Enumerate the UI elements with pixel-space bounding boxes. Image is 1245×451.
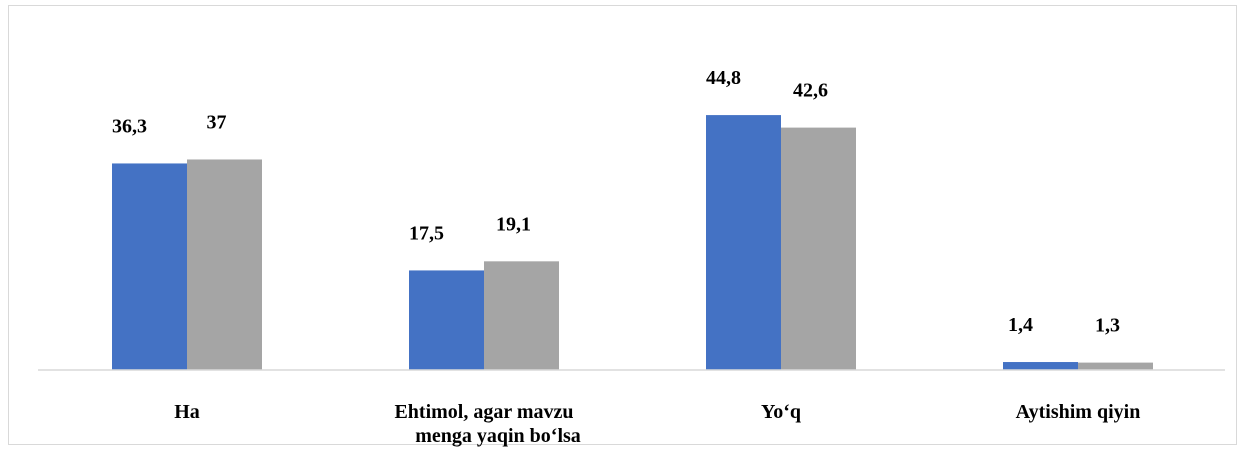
bar-2-0	[706, 115, 781, 370]
bar-3-0	[1003, 362, 1078, 370]
category-label-3: Aytishim qiyin	[1016, 401, 1141, 423]
category-label-line-0-0: Ha	[174, 401, 200, 423]
category-labels-layer: Ha Ehtimol, agar mavzu menga yaqin bo‘lsa Y…	[174, 401, 1140, 447]
value-label-2-0: 44,8	[706, 67, 741, 89]
category-label-line-1-0: Ehtimol, agar mavzu	[394, 401, 573, 423]
value-label-1-1: 19,1	[496, 213, 531, 235]
value-label-0-0: 36,3	[112, 115, 147, 137]
bar-0-0	[112, 163, 187, 370]
value-label-3-0: 1,4	[1008, 314, 1033, 336]
value-label-1-0: 17,5	[409, 222, 444, 244]
bar-1-0	[409, 270, 484, 370]
category-label-line-2-0: Yo‘q	[761, 401, 801, 423]
bar-0-1	[187, 159, 262, 370]
bar-3-1	[1078, 362, 1153, 370]
value-label-0-1: 37	[207, 111, 227, 133]
value-label-3-1: 1,3	[1095, 315, 1120, 337]
category-label-2: Yo‘q	[761, 401, 801, 423]
category-label-line-1-1: menga yaqin bo‘lsa	[415, 425, 581, 447]
bar-1-1	[484, 261, 559, 370]
category-label-0: Ha	[174, 401, 200, 423]
value-label-2-1: 42,6	[793, 80, 828, 102]
bar-2-1	[781, 127, 856, 370]
bars-layer	[112, 115, 1153, 370]
value-labels-layer: 36,3 37 17,5 19,1 44,8 42,6 1,4 1,3	[112, 67, 1120, 337]
category-label-line-3-0: Aytishim qiyin	[1016, 401, 1141, 423]
category-label-1: Ehtimol, agar mavzu menga yaqin bo‘lsa	[394, 401, 580, 447]
